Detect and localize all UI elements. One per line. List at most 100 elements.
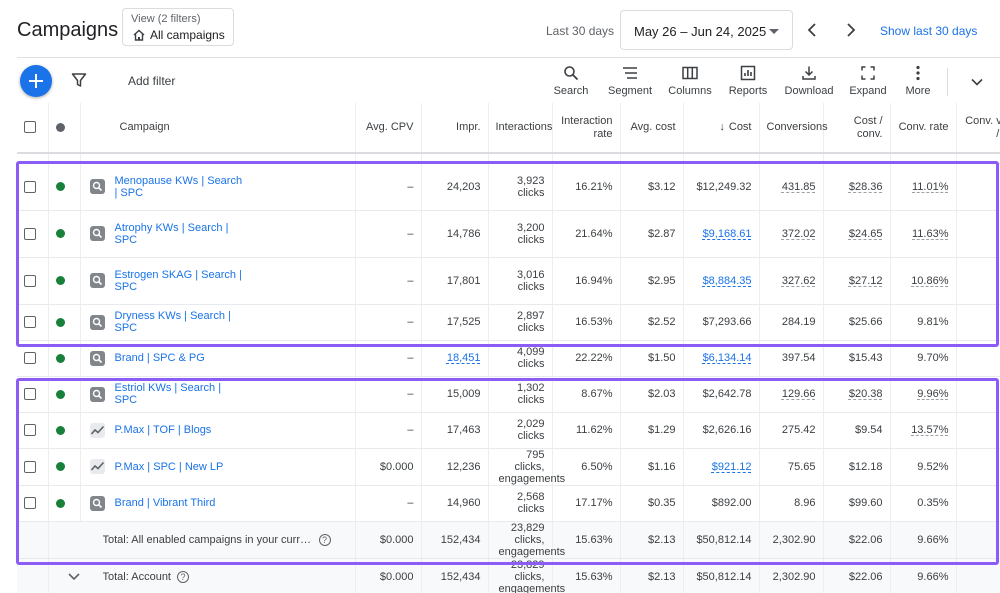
value-cost[interactable]: $9,168.61 [702, 227, 752, 240]
show-last-30-days-link[interactable]: Show last 30 days [880, 24, 978, 38]
col-campaign[interactable]: Campaign [80, 103, 356, 154]
campaign-name-link[interactable]: Atrophy KWs | Search | SPC [114, 221, 229, 246]
expand-button[interactable]: Expand [838, 65, 898, 97]
table-row: P.Max | SPC | New LP $0.000 12,236 795 clic… [17, 448, 1000, 486]
more-button[interactable]: More [888, 65, 948, 97]
table-toolbar: Add filter Search Segment Columns Report… [17, 57, 1000, 104]
col-interaction-rate[interactable]: Interaction rate [552, 103, 621, 154]
row-checkbox[interactable] [24, 227, 36, 240]
row-checkbox[interactable] [24, 352, 36, 365]
cell-conv-rate: 9.96% [890, 376, 957, 413]
chevron-down-icon[interactable] [970, 75, 984, 89]
total-value-impr: 152,434 [440, 533, 481, 546]
col-interactions[interactable]: Interactions [488, 103, 553, 154]
enabled-status-icon [55, 389, 65, 399]
row-checkbox-cell[interactable] [17, 485, 49, 522]
cell-conv-rate: 11.01% [890, 163, 957, 211]
cell-cost: $7,293.66 [683, 304, 760, 341]
value-conversions: 284.19 [781, 316, 816, 328]
campaign-name-link[interactable]: Estrogen SKAG | Search | SPC [114, 268, 242, 293]
select-all-checkbox[interactable] [24, 121, 36, 134]
row-checkbox-cell[interactable] [17, 304, 49, 341]
columns-label: Columns [668, 85, 712, 97]
chevron-down-icon[interactable] [67, 572, 81, 582]
add-filter-button[interactable]: Add filter [128, 74, 176, 88]
more-vertical-icon [916, 65, 920, 81]
chevron-left-icon[interactable] [804, 20, 822, 40]
col-conv-rate[interactable]: Conv. rate [890, 103, 957, 154]
cell-conv-value-cost: 4.70 [956, 340, 1000, 377]
view-selector[interactable]: View (2 filters) All campaigns [122, 8, 234, 46]
value-cost: $2,642.78 [702, 388, 752, 400]
cell-avg-cost: $2.95 [620, 257, 684, 305]
download-button[interactable]: Download [779, 65, 839, 97]
cell-conv-rate: 9.52% [890, 448, 957, 486]
select-all-header[interactable] [17, 103, 49, 154]
value-cost[interactable]: $8,884.35 [702, 274, 752, 287]
campaign-name-link[interactable]: P.Max | TOF | Blogs [114, 424, 212, 436]
campaign-name-link[interactable]: Brand | SPC & PG [114, 352, 205, 364]
col-avg-cpv[interactable]: Avg. CPV [355, 103, 422, 154]
status-header [48, 103, 81, 154]
chevron-right-icon[interactable] [842, 20, 860, 40]
value-impr: 14,786 [446, 227, 481, 240]
col-conversions[interactable]: Conversions [759, 103, 828, 154]
date-range-picker[interactable]: May 26 – Jun 24, 2025 [620, 10, 793, 50]
value-cost[interactable]: $921.12 [711, 460, 752, 473]
help-icon[interactable]: ? [318, 533, 331, 546]
value-avg-cost: $1.50 [647, 352, 676, 364]
row-checkbox-cell[interactable] [17, 412, 49, 449]
segment-button[interactable]: Segment [600, 65, 660, 97]
row-checkbox-cell[interactable] [17, 448, 49, 486]
value-impr[interactable]: 18,451 [446, 352, 481, 364]
row-checkbox[interactable] [24, 274, 36, 287]
row-checkbox-cell[interactable] [17, 376, 49, 413]
value-cost[interactable]: $6,134.14 [702, 352, 752, 364]
col-cost-conv[interactable]: Cost / conv. [823, 103, 891, 154]
total-avg-cpv: $0.000 [355, 521, 422, 559]
value-conv-rate: 13.57% [911, 424, 949, 436]
total-cost: $50,812.14 [683, 521, 760, 559]
campaign-name-link[interactable]: P.Max | SPC | New LP [114, 460, 224, 473]
help-icon[interactable]: ? [177, 570, 189, 583]
col-impr[interactable]: Impr. [421, 103, 489, 154]
total-avg-cost: $2.13 [620, 558, 684, 593]
col-avg-cost[interactable]: Avg. cost [620, 103, 684, 154]
row-checkbox-cell[interactable] [17, 163, 49, 211]
cell-conv-rate: 13.57% [890, 412, 957, 449]
cell-conversions: 327.62 [759, 257, 824, 305]
campaign-name-link[interactable]: Dryness KWs | Search | SPC [114, 310, 231, 334]
value-conv-rate: 9.81% [917, 316, 949, 328]
value-interactions: 3,016 clicks [516, 268, 545, 293]
reports-button[interactable]: Reports [718, 65, 778, 97]
cell-interaction-rate: 6.50% [552, 448, 621, 486]
cell-conversions: 275.42 [759, 412, 824, 449]
row-checkbox[interactable] [24, 316, 36, 329]
row-checkbox-cell[interactable] [17, 257, 49, 305]
total-avg-cpv: $0.000 [355, 558, 422, 593]
cell-cost: $12,249.32 [683, 163, 760, 211]
cell-cost: $9,168.61 [683, 210, 760, 258]
row-checkbox[interactable] [24, 497, 36, 510]
row-checkbox-cell[interactable] [17, 210, 49, 258]
filter-icon[interactable] [71, 72, 87, 88]
campaign-name-link[interactable]: Estriol KWs | Search | SPC [114, 382, 222, 406]
row-checkbox[interactable] [24, 460, 36, 473]
search-button[interactable]: Search [541, 65, 601, 97]
search-campaign-icon [89, 273, 105, 288]
col-cost[interactable]: ↓ Cost [683, 103, 760, 154]
cell-conv-value-cost: 2.72 [956, 210, 1000, 258]
row-checkbox-cell[interactable] [17, 340, 49, 377]
cell-impr: 17,463 [421, 412, 489, 449]
row-checkbox[interactable] [24, 180, 36, 193]
campaign-name-link[interactable]: Menopause KWs | Search | SPC [114, 174, 243, 199]
columns-button[interactable]: Columns [660, 65, 720, 97]
campaign-cell: Brand | Vibrant Third [80, 485, 356, 522]
campaign-name-link[interactable]: Brand | Vibrant Third [114, 497, 216, 509]
cell-conversions: 284.19 [759, 304, 824, 341]
add-campaign-button[interactable] [20, 65, 52, 97]
row-checkbox[interactable] [24, 388, 36, 401]
value-conv-rate: 9.52% [917, 460, 949, 473]
col-conv-value-cost[interactable]: Conv. value / cost [956, 103, 1000, 154]
row-checkbox[interactable] [24, 424, 36, 437]
